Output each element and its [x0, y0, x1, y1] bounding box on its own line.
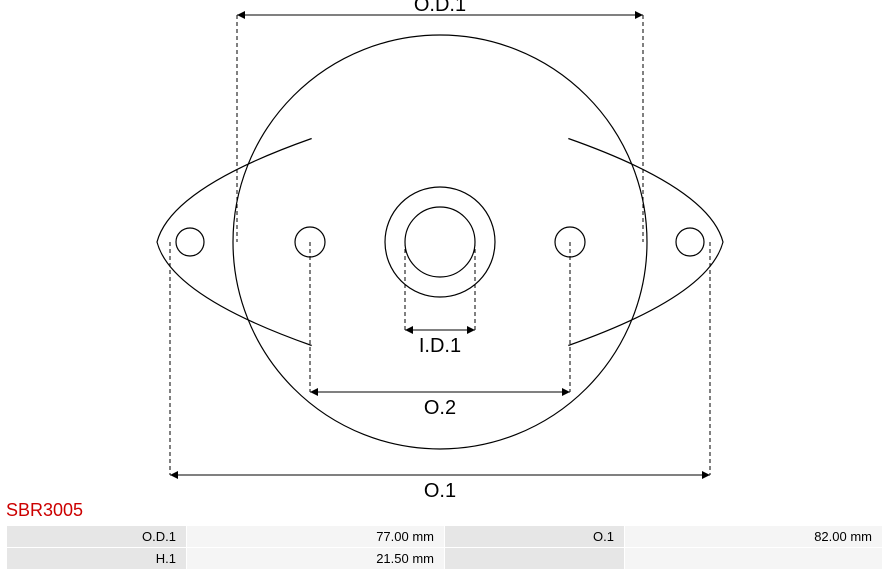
spec-key: [445, 548, 625, 570]
spec-row: H.121.50 mm: [7, 548, 883, 570]
spec-key: O.1: [445, 526, 625, 548]
spec-key: O.D.1: [7, 526, 187, 548]
svg-text:O.1: O.1: [424, 480, 456, 502]
technical-drawing: O.D.1 O.1 O.2 I.D.1: [0, 0, 889, 520]
spec-value: [625, 548, 883, 570]
spec-value: 82.00 mm: [625, 526, 883, 548]
spec-value: 21.50 mm: [187, 548, 445, 570]
svg-text:O.2: O.2: [424, 397, 456, 419]
spec-row: O.D.177.00 mmO.182.00 mm: [7, 526, 883, 548]
spec-value: 77.00 mm: [187, 526, 445, 548]
dimensions-table: O.D.177.00 mmO.182.00 mmH.121.50 mm: [6, 525, 883, 570]
svg-text:O.D.1: O.D.1: [414, 0, 466, 16]
svg-text:I.D.1: I.D.1: [419, 335, 461, 357]
part-number-label: SBR3005: [6, 500, 83, 521]
spec-key: H.1: [7, 548, 187, 570]
